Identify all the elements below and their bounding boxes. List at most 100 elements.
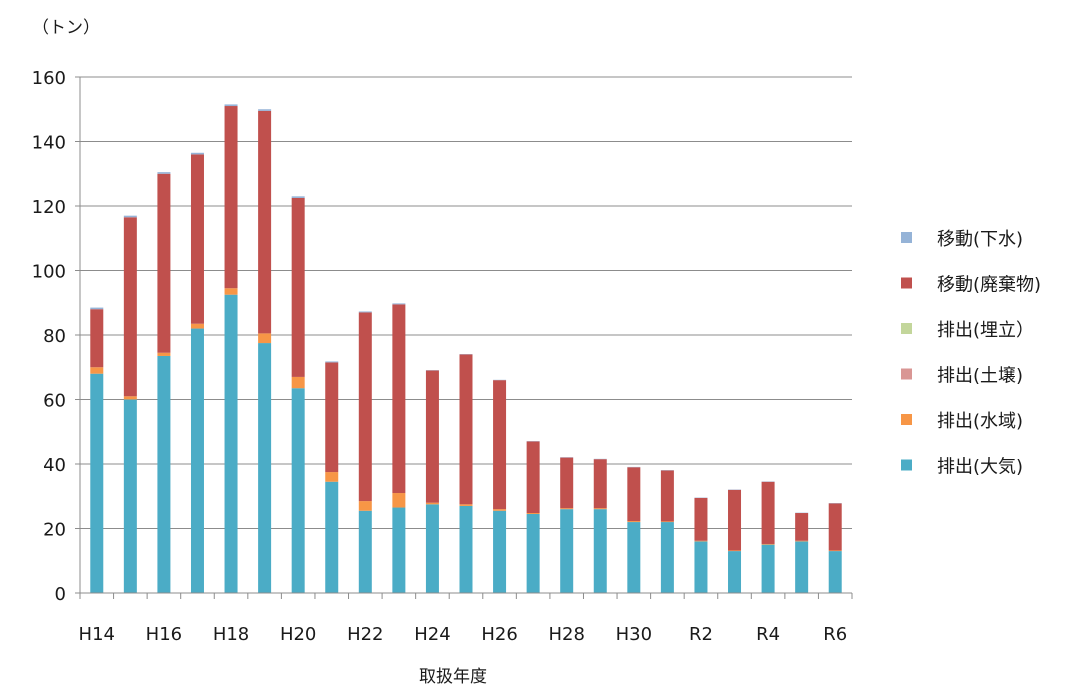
bar-segment (560, 509, 574, 593)
bar-segment (224, 294, 238, 593)
bar-segment (123, 396, 137, 400)
y-tick-label: 100 (32, 262, 66, 283)
y-tick-label: 120 (32, 197, 66, 218)
legend-swatch (901, 232, 912, 243)
legend-label: 移動(廃棄物) (937, 275, 1041, 296)
bar-segment (459, 505, 473, 593)
bar-segment (526, 513, 540, 593)
x-tick-label: H16 (146, 624, 182, 645)
y-tick-label: 60 (43, 391, 66, 412)
bar-segment (493, 509, 507, 511)
y-tick-label: 40 (43, 455, 66, 476)
legend-swatch (901, 414, 912, 425)
bar-segment (627, 522, 641, 593)
bar-segment (459, 504, 473, 506)
bar-segment (157, 355, 171, 593)
legend-swatch (901, 368, 912, 380)
bar-segment (761, 544, 775, 593)
bar-segment (325, 362, 339, 473)
bar-segment (795, 540, 809, 542)
bar-segment (258, 333, 272, 344)
x-tick-labels: H14 H16 H18 H20 H22 H24 H26 H28 H30 R2 R4 R6 (79, 624, 848, 645)
bar-segment (493, 510, 507, 593)
bar-segment (358, 311, 372, 313)
legend-label: 排出(水域) (937, 411, 1023, 432)
bar-segment (190, 154, 204, 324)
bar-segment (258, 109, 272, 111)
bar-segment (459, 354, 473, 505)
legend-label: 排出(埋立） (937, 320, 1034, 341)
bar-segment (660, 521, 674, 523)
bar-segment (90, 309, 104, 368)
bars (90, 104, 842, 593)
x-tick-label: H14 (79, 624, 115, 645)
y-tick-label: 20 (43, 520, 66, 541)
bar-segment (627, 467, 641, 522)
bar-segment (224, 106, 238, 289)
bar-segment (660, 522, 674, 593)
x-axis-label: 取扱年度 (419, 667, 487, 687)
x-tick-label: H26 (481, 624, 517, 645)
x-tick-label: H24 (414, 624, 450, 645)
bar-segment (123, 217, 137, 397)
bar-segment (795, 513, 809, 541)
bar-segment (224, 288, 238, 295)
bar-segment (728, 489, 742, 551)
bar-segment (728, 550, 742, 552)
bar-segment (425, 502, 439, 505)
legend-label: 排出(大気) (937, 457, 1023, 478)
bar-segment (358, 312, 372, 502)
bar-segment (425, 370, 439, 503)
bar-segment (291, 196, 305, 198)
bar-segment (258, 110, 272, 334)
bar-segment (157, 352, 171, 356)
x-tick-label: H20 (280, 624, 316, 645)
bar-segment (660, 470, 674, 522)
bar-segment (358, 501, 372, 511)
bar-segment (761, 481, 775, 544)
bar-segment (157, 173, 171, 353)
bar-segment (190, 152, 204, 155)
bar-segment (90, 373, 104, 593)
x-tick-label: H30 (616, 624, 652, 645)
bar-segment (123, 215, 137, 218)
bar-segment (761, 543, 775, 545)
bar-segment (694, 541, 708, 593)
y-axis-unit-label: （トン） (32, 18, 100, 38)
x-tick-label: H22 (347, 624, 383, 645)
bar-segment (325, 361, 339, 363)
bar-segment (392, 507, 406, 593)
bar-segment (123, 399, 137, 593)
bar-segment (694, 540, 708, 542)
x-tick-label: R2 (689, 624, 713, 645)
bar-segment (795, 541, 809, 593)
bar-segment (593, 508, 607, 510)
x-tick-label: R4 (756, 624, 780, 645)
y-tick-labels: 0 20 40 60 80 100 120 140 160 (32, 68, 66, 605)
bar-segment (90, 367, 104, 374)
bar-segment (828, 503, 842, 551)
bar-segment (828, 551, 842, 593)
bar-segment (593, 509, 607, 593)
bar-segment (90, 307, 104, 310)
bar-segment (258, 343, 272, 593)
bar-segment (694, 497, 708, 541)
bar-segment (593, 459, 607, 509)
legend-swatch (901, 277, 912, 289)
y-tick-label: 140 (32, 133, 66, 154)
bar-segment (392, 493, 406, 508)
bar-segment (560, 457, 574, 509)
bar-segment (392, 303, 406, 305)
axes (75, 76, 853, 599)
bar-segment (627, 521, 641, 523)
y-tick-label: 160 (32, 68, 66, 89)
x-tick-label: R6 (823, 624, 847, 645)
bar-segment (560, 508, 574, 510)
legend-label: 排出(土壌) (937, 366, 1023, 387)
bar-segment (190, 323, 204, 329)
bar-segment (728, 551, 742, 593)
bar-segment (325, 472, 339, 482)
bar-segment (526, 513, 540, 514)
y-tick-label: 80 (43, 326, 66, 347)
